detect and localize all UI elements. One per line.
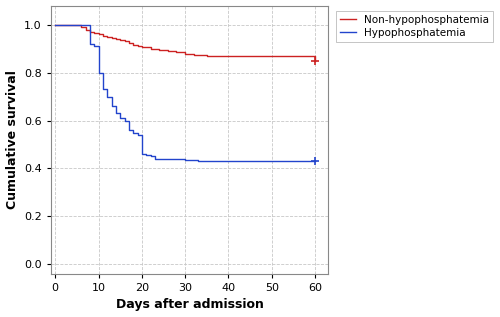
Legend: Non-hypophosphatemia, Hypophosphatemia: Non-hypophosphatemia, Hypophosphatemia <box>336 11 494 42</box>
Y-axis label: Cumulative survival: Cumulative survival <box>6 70 18 209</box>
X-axis label: Days after admission: Days after admission <box>116 298 264 311</box>
